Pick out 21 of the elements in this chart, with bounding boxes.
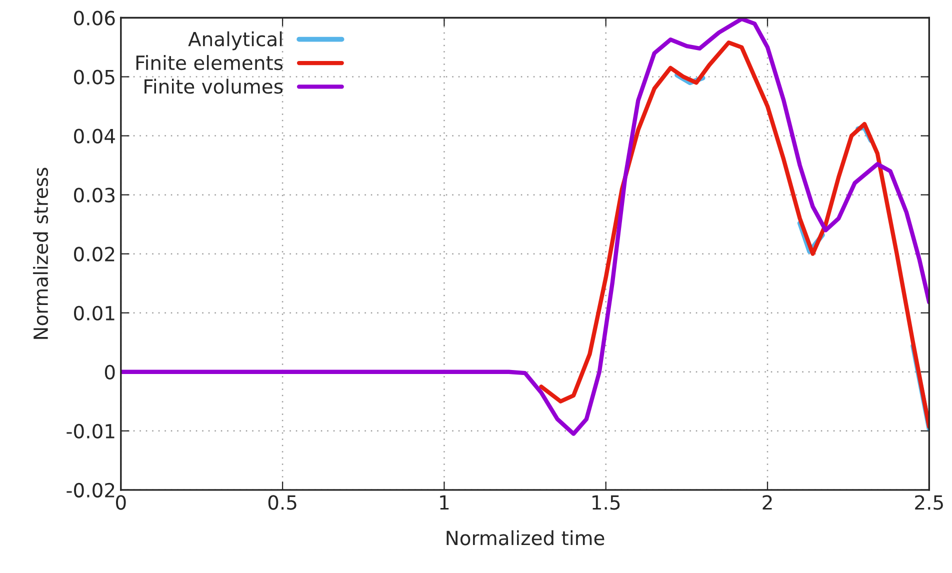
x-tick-label: 0.5: [268, 495, 296, 510]
legend-label: Finite volumes: [144, 78, 283, 94]
x-tick-label: 1.5: [592, 495, 620, 510]
x-tick-label: 0: [116, 495, 126, 510]
x-tick-label: 1: [440, 495, 449, 510]
legend-label: Finite elements: [136, 55, 283, 70]
y-tick-label: 0.05: [74, 70, 114, 84]
y-tick-label: 0: [104, 364, 115, 380]
y-tick-label: 0.04: [74, 128, 115, 144]
y-tick-label: 0.02: [74, 246, 114, 262]
y-tick-label: 0.06: [74, 10, 115, 26]
x-tick-label: 2.5: [915, 495, 943, 510]
y-tick-label: 0.01: [74, 306, 114, 321]
legend-label: Analytical: [188, 31, 282, 50]
y-axis-title: Normalized stress: [33, 168, 48, 339]
y-tick-label: -0.01: [66, 424, 114, 439]
y-tick-label: 0.03: [74, 188, 114, 202]
x-tick-label: 2: [762, 495, 772, 510]
line-series: [539, 40, 930, 429]
y-tick-label: -0.02: [66, 482, 114, 498]
x-axis-title: Normalized time: [446, 530, 604, 546]
